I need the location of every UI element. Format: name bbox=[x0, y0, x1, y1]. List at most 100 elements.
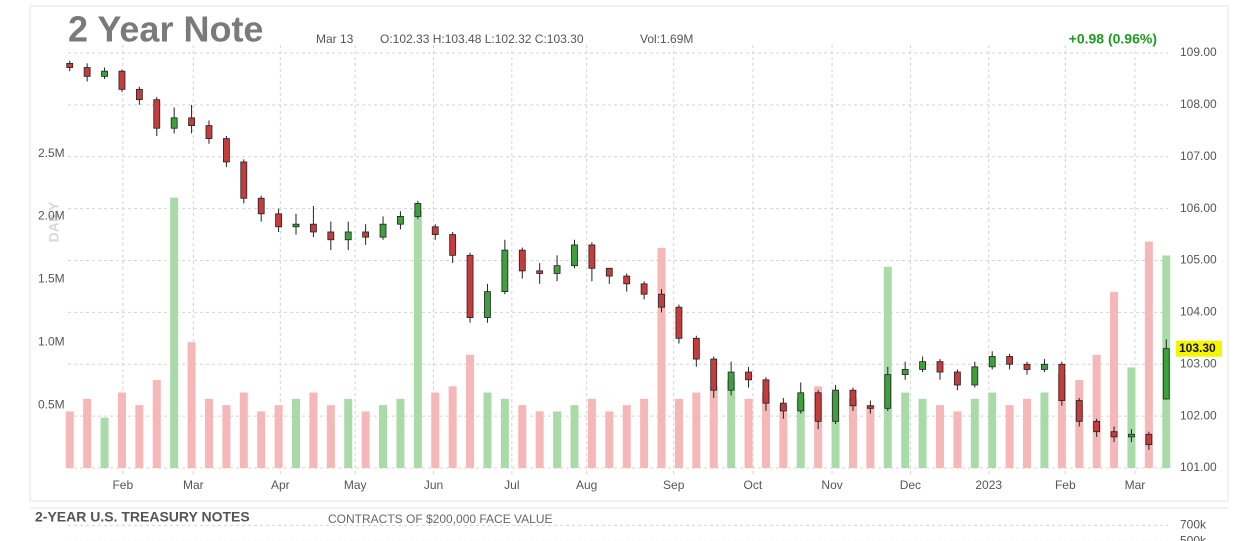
x-tick-label: Mar bbox=[183, 478, 204, 492]
volume-bar bbox=[204, 398, 213, 468]
volume-bar bbox=[187, 342, 196, 468]
volume-bar bbox=[117, 392, 126, 468]
volume-bar bbox=[953, 411, 962, 468]
x-tick-label: Mar bbox=[1125, 478, 1146, 492]
x-tick-label: 2023 bbox=[975, 478, 1002, 492]
candle-body bbox=[779, 402, 787, 412]
candle-body bbox=[901, 369, 909, 376]
volume-bar bbox=[274, 405, 283, 468]
volume-bar bbox=[1127, 367, 1136, 468]
candle-body bbox=[936, 361, 944, 373]
volume-bar bbox=[796, 398, 805, 468]
candle-body bbox=[1058, 363, 1066, 401]
candle-body bbox=[292, 223, 300, 228]
y-tick-label: 109.00 bbox=[1180, 45, 1217, 59]
candle-body bbox=[83, 67, 91, 77]
volume-bar bbox=[587, 398, 596, 468]
candle-body bbox=[153, 99, 161, 129]
volume-bar bbox=[970, 398, 979, 468]
volume-bar bbox=[309, 392, 318, 468]
candle-body bbox=[222, 138, 230, 163]
candle-body bbox=[1023, 363, 1031, 370]
x-tick-label: Nov bbox=[821, 478, 842, 492]
candle-body bbox=[623, 275, 631, 285]
volume-bar bbox=[901, 392, 910, 468]
volume-bar bbox=[935, 405, 944, 468]
candle-body bbox=[849, 389, 857, 407]
volume-bar bbox=[361, 411, 370, 468]
candle-body bbox=[605, 267, 613, 277]
volume-bar bbox=[709, 386, 718, 468]
volume-bar bbox=[83, 398, 92, 468]
volume-bar bbox=[466, 354, 475, 468]
volume-bar bbox=[518, 405, 527, 468]
volume-bar bbox=[1092, 354, 1101, 468]
candle-body bbox=[66, 62, 74, 68]
candle-body bbox=[118, 70, 126, 90]
last-price-box bbox=[1176, 340, 1222, 357]
change-label: +0.98 (0.96%) bbox=[1069, 31, 1157, 47]
volume-bar bbox=[1057, 373, 1066, 468]
candle-body bbox=[379, 223, 387, 238]
candle-body bbox=[588, 244, 596, 269]
volume-bar bbox=[640, 398, 649, 468]
volume-bar bbox=[483, 392, 492, 468]
candle-body bbox=[762, 379, 770, 404]
candle-body bbox=[536, 270, 544, 274]
candle-body bbox=[692, 337, 700, 360]
candle-body bbox=[658, 293, 665, 308]
x-tick-label: Feb bbox=[112, 478, 133, 492]
volume-bar bbox=[553, 411, 562, 468]
volume-bar bbox=[744, 398, 753, 468]
volume-bar bbox=[239, 392, 248, 468]
volume-bar bbox=[692, 392, 701, 468]
candle-body bbox=[135, 88, 143, 101]
lower-y-tick-label: 700k bbox=[1180, 518, 1207, 532]
volume-bar bbox=[988, 392, 997, 468]
candle-body bbox=[1110, 431, 1118, 438]
candle-body bbox=[1006, 356, 1014, 365]
date-label: Mar 13 bbox=[316, 32, 354, 46]
period-label: DAILY bbox=[46, 201, 62, 242]
lower-panel-title: 2-YEAR U.S. TREASURY NOTES bbox=[35, 509, 250, 525]
volume-bar bbox=[779, 405, 788, 468]
candle-body bbox=[1093, 420, 1101, 433]
x-tick-label: Jun bbox=[424, 478, 443, 492]
candle-body bbox=[101, 70, 108, 77]
x-tick-label: Jul bbox=[504, 478, 519, 492]
volume-bar bbox=[135, 405, 144, 468]
candle-body bbox=[1128, 433, 1135, 438]
candle-body bbox=[727, 371, 735, 391]
volume-bar bbox=[396, 398, 405, 468]
y-tick-label: 102.00 bbox=[1180, 408, 1217, 422]
candle-body bbox=[170, 117, 178, 129]
candle-body bbox=[257, 197, 265, 215]
volume-bar bbox=[1110, 291, 1119, 468]
volume-bar bbox=[292, 398, 301, 468]
volume-bar bbox=[170, 197, 179, 468]
candle-body bbox=[832, 389, 839, 422]
candle-body bbox=[745, 371, 752, 381]
x-tick-label: Sep bbox=[663, 478, 685, 492]
candle-body bbox=[310, 223, 317, 233]
volume-bar bbox=[605, 411, 614, 468]
volume-bar bbox=[65, 411, 74, 468]
volume-bar bbox=[1005, 405, 1014, 468]
volume-bar bbox=[152, 379, 161, 468]
candle-body bbox=[205, 125, 213, 139]
x-tick-label: Aug bbox=[576, 478, 597, 492]
volume-bar bbox=[1023, 398, 1032, 468]
candle-body bbox=[362, 231, 370, 238]
x-tick-label: Dec bbox=[900, 478, 921, 492]
y-tick-label: 107.00 bbox=[1180, 149, 1217, 163]
x-tick-label: Apr bbox=[271, 478, 290, 492]
last-price-label: 103.30 bbox=[1179, 341, 1216, 355]
candle-body bbox=[327, 231, 335, 241]
volume-bar bbox=[431, 392, 440, 468]
candle-body bbox=[466, 254, 474, 318]
candle-body bbox=[240, 161, 248, 199]
candle-body bbox=[953, 371, 961, 386]
volume-bar bbox=[500, 398, 509, 468]
